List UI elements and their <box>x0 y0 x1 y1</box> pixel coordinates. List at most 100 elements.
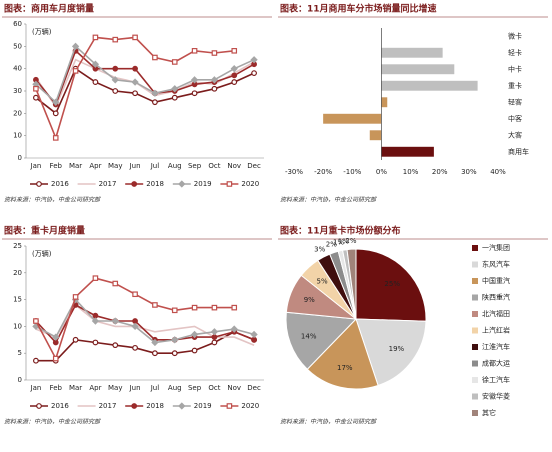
marker <box>92 34 99 41</box>
y-tick-label: 商用车 <box>508 147 529 156</box>
x-tick-label: May <box>108 162 122 170</box>
series-line <box>35 67 255 115</box>
marker <box>112 280 119 287</box>
marker <box>250 56 258 64</box>
marker <box>33 94 39 101</box>
y-tick-label: 轻客 <box>508 97 522 106</box>
marker <box>250 330 258 339</box>
marker <box>132 90 138 97</box>
x-tick-label: Nov <box>227 162 241 170</box>
marker <box>211 50 218 56</box>
legend-swatch <box>472 311 478 317</box>
legend-label: 2020 <box>241 180 259 188</box>
x-tick-label: Aug <box>168 384 182 392</box>
y-tick-label: 5 <box>18 349 22 357</box>
marker <box>132 344 138 351</box>
legend-swatch <box>472 261 478 268</box>
y-tick-label: 60 <box>13 20 22 28</box>
legend-label: 2016 <box>51 180 69 188</box>
marker <box>190 330 199 339</box>
marker <box>152 99 158 106</box>
marker <box>191 47 198 54</box>
marker <box>191 90 198 97</box>
x-tick-label: Mar <box>69 384 82 392</box>
pie-slice <box>285 311 358 370</box>
legend-label: 2018 <box>146 402 164 410</box>
marker <box>112 342 119 349</box>
marker <box>52 98 60 106</box>
y-tick-label: 40 <box>13 65 22 73</box>
y-tick-label: 轻卡 <box>508 48 522 57</box>
marker <box>92 312 99 319</box>
y-tick-label: 25 <box>13 242 22 250</box>
marker <box>52 355 59 362</box>
marker <box>191 304 198 311</box>
data-label: 14% <box>301 332 317 340</box>
x-tick-label: Feb <box>50 384 63 392</box>
y-tick-label: 20 <box>13 109 22 117</box>
chart-title: 图表：重卡月度销量 <box>4 225 85 237</box>
marker <box>152 350 158 357</box>
marker <box>132 65 138 72</box>
marker <box>71 42 80 50</box>
marker <box>132 291 138 298</box>
y-tick-label: 中卡 <box>508 64 522 73</box>
x-tick-label: Jul <box>150 384 160 392</box>
legend-swatch <box>472 294 478 301</box>
marker <box>72 68 79 74</box>
x-tick-label: 40% <box>490 168 506 176</box>
data-label: 17% <box>337 364 353 372</box>
legend-label: 中国重汽 <box>482 276 510 285</box>
marker <box>92 275 99 281</box>
legend-label: 安徽华菱 <box>482 392 510 401</box>
data-label: 25% <box>384 280 400 288</box>
marker <box>33 357 39 364</box>
marker <box>210 76 219 84</box>
marker <box>231 304 238 311</box>
bar <box>381 80 478 91</box>
marker <box>171 85 179 93</box>
pie-slice <box>355 248 427 322</box>
marker <box>52 333 60 341</box>
marker <box>211 339 218 346</box>
marker <box>112 65 119 72</box>
legend-label: 北汽福田 <box>482 309 510 318</box>
bar <box>369 130 382 141</box>
x-tick-label: Dec <box>247 162 261 170</box>
legend-label: 2016 <box>51 402 69 410</box>
marker <box>171 59 178 65</box>
y-tick-label: 0 <box>18 376 22 384</box>
x-tick-label: Aug <box>168 162 182 170</box>
x-tick-label: Jul <box>150 162 160 170</box>
legend-label: 2020 <box>241 402 259 410</box>
legend-label: 成都大运 <box>482 359 510 368</box>
legend-label: 江淮汽车 <box>482 342 510 351</box>
x-tick-label: Jan <box>30 162 42 170</box>
marker <box>111 76 119 84</box>
bar <box>381 97 388 108</box>
marker <box>152 54 158 61</box>
legend-label: 2018 <box>146 180 164 188</box>
marker <box>211 334 218 341</box>
marker <box>112 36 119 43</box>
source-note: 资料来源：中汽协，中金公司研究部 <box>4 418 101 426</box>
y-tick-label: 中客 <box>508 114 522 123</box>
y-tick-label: 大客 <box>508 130 522 139</box>
marker <box>52 110 59 117</box>
marker <box>211 85 218 92</box>
legend-swatch <box>472 327 478 334</box>
marker <box>191 347 198 354</box>
marker <box>151 89 159 97</box>
legend-label: 上汽红岩 <box>482 326 510 335</box>
chart-title: 图表：11月商用车分市场销量同比增速 <box>280 3 437 15</box>
marker <box>231 47 238 54</box>
marker <box>226 181 233 187</box>
data-label: 1% <box>338 238 349 246</box>
series-line <box>35 58 255 109</box>
legend-label: 一汽集团 <box>482 243 510 252</box>
marker <box>251 70 257 77</box>
data-label: 2% <box>326 241 337 249</box>
